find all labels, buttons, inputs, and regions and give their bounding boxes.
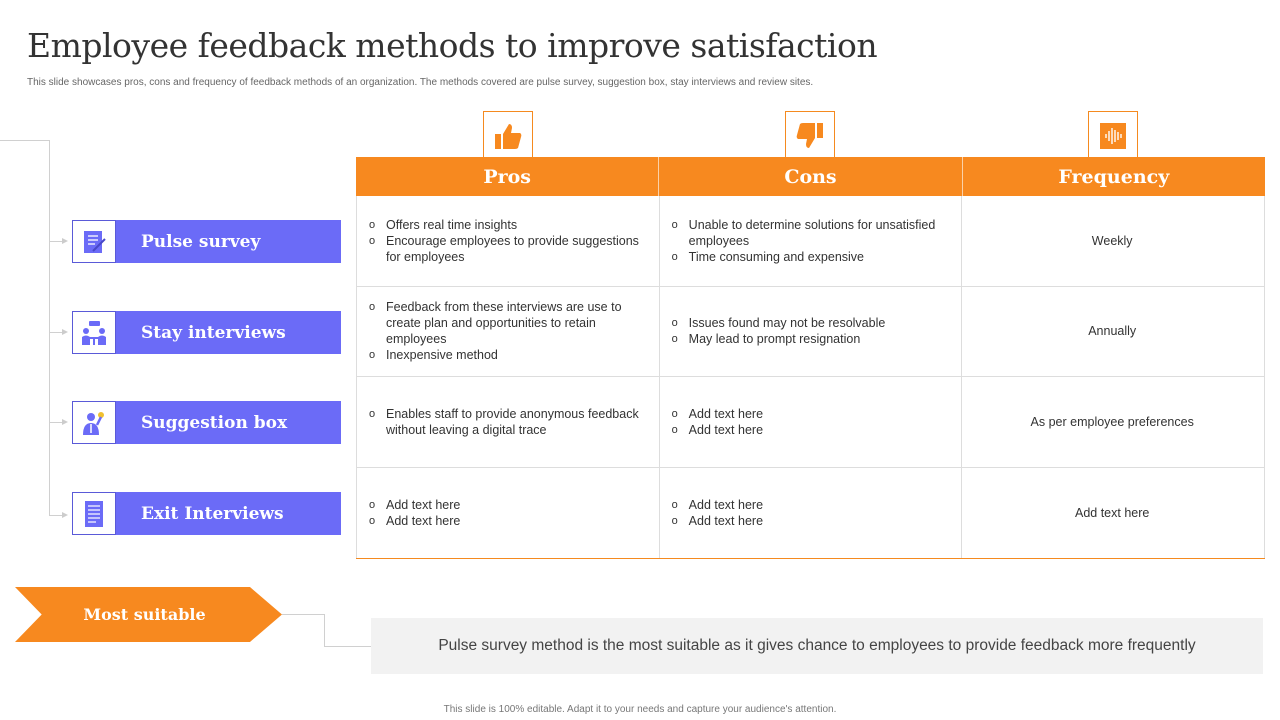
table-header: Pros Cons Frequency [356,157,1265,196]
header-pros: Pros [356,157,660,196]
arrow-icon [62,512,68,518]
connector-line [49,332,65,333]
list-item: Offers real time insights [369,217,645,233]
connector-line [49,140,50,516]
frequency-cell: Weekly [961,196,1266,286]
list-item: Add text here [672,422,763,438]
list-item: Issues found may not be resolvable [672,315,886,331]
connector-line [324,646,371,647]
list-item: Add text here [369,513,460,529]
method-label: Suggestion box [141,412,288,433]
method-pulse-survey: Pulse survey [72,220,341,263]
list-item: Add text here [369,497,460,513]
connector-line [49,422,65,423]
list-item: May lead to prompt resignation [672,331,886,347]
list-item: Add text here [672,406,763,422]
pros-cell: Feedback from these interviews are use t… [356,286,659,376]
meeting-icon [72,311,116,354]
list-item: Add text here [672,497,763,513]
table-row: Feedback from these interviews are use t… [356,286,1266,377]
header-cons: Cons [659,157,963,196]
method-label: Pulse survey [141,231,261,252]
feedback-table: Pros Cons Frequency Offers real time ins… [356,157,1266,559]
pros-cell: Offers real time insightsEncourage emplo… [356,196,659,286]
most-suitable-note: Pulse survey method is the most suitable… [371,618,1263,674]
connector-line [324,614,325,647]
header-frequency: Frequency [1058,165,1170,188]
connector-line [282,614,325,615]
list-item: Enables staff to provide anonymous feedb… [369,406,645,438]
connector-line [49,515,65,516]
arrow-icon [62,419,68,425]
document-icon [72,492,116,535]
pros-cell: Enables staff to provide anonymous feedb… [356,377,659,467]
list-item: Time consuming and expensive [672,249,948,265]
list-item: Feedback from these interviews are use t… [369,299,645,347]
cons-cell: Unable to determine solutions for unsati… [658,196,962,286]
method-label: Exit Interviews [141,503,284,524]
arrow-icon [62,329,68,335]
list-item: Inexpensive method [369,347,645,363]
frequency-cell: As per employee preferences [961,377,1266,467]
survey-document-icon [72,220,116,263]
arrow-icon [62,238,68,244]
method-exit-interviews: Exit Interviews [72,492,341,535]
idea-person-icon [72,401,116,444]
page-title: Employee feedback methods to improve sat… [27,26,878,65]
method-stay-interviews: Stay interviews [72,311,341,354]
table-row: Enables staff to provide anonymous feedb… [356,377,1266,468]
method-label: Stay interviews [141,322,286,343]
page-subtitle: This slide showcases pros, cons and freq… [27,77,814,88]
frequency-cell: Annually [961,286,1266,376]
cons-cell: Issues found may not be resolvableMay le… [658,286,962,376]
footer-text: This slide is 100% editable. Adapt it to… [443,704,837,715]
connector-line [49,241,65,242]
sound-wave-icon [1088,111,1138,160]
list-item: Add text here [672,513,763,529]
thumbs-down-icon [785,111,835,160]
method-suggestion-box: Suggestion box [72,401,341,444]
frequency-cell: Add text here [961,467,1266,558]
list-item: Unable to determine solutions for unsati… [672,217,948,249]
thumbs-up-icon [483,111,533,160]
most-suitable-chevron: Most suitable [15,587,282,642]
connector-line [0,140,50,141]
list-item: Encourage employees to provide suggestio… [369,233,645,265]
table-row: Offers real time insightsEncourage emplo… [356,196,1266,287]
